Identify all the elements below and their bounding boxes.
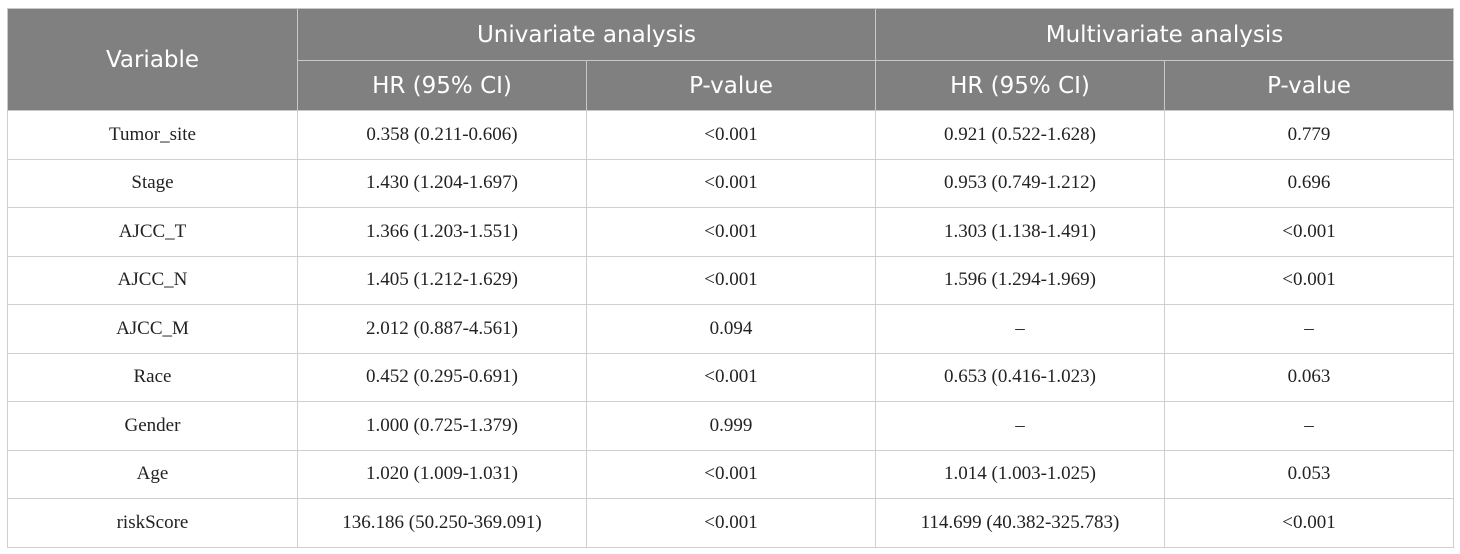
table-row: Gender 1.000 (0.725-1.379) 0.999– – [7,401,1454,451]
value-cell: 1.405 (1.212-1.629) [297,255,587,305]
value-cell: 1.020 (1.009-1.031) [297,449,587,499]
value-cell: <0.001 [586,255,876,305]
value-cell: <0.001 [586,207,876,257]
value-cell: <0.001 [586,352,876,402]
table-row: Tumor_site 0.358 (0.211-0.606) <0.001 0.921… [7,110,1454,160]
header-cell: HR (95% CI) [875,60,1165,111]
table-row: AJCC_N 1.405 (1.212-1.629) <0.001 1.596 (1.… [7,255,1454,305]
header-cell: P-value [1164,60,1454,111]
value-cell: <0.001 [586,110,876,160]
variable-cell: AJCC_N [7,255,298,305]
variable-cell: Race [7,352,298,402]
table-body: Tumor_site 0.358 (0.211-0.606) <0.001 0.921… [7,110,1454,548]
value-cell: 0.779 [1164,110,1454,160]
table-row: Race 0.452 (0.295-0.691) <0.001 0.653 (0.41… [7,352,1454,402]
table-row: AJCC_M 2.012 (0.887-4.561) 0.094– – [7,304,1454,354]
value-cell: 0.452 (0.295-0.691) [297,352,587,402]
value-cell: 0.953 (0.749-1.212) [875,158,1165,208]
variable-cell: AJCC_M [7,304,298,354]
value-cell: <0.001 [586,449,876,499]
value-cell: 1.014 (1.003-1.025) [875,449,1165,499]
header-row: HR (95% CI) P-value HR (95% CI) P-value [8,60,1454,111]
value-cell: – [1164,401,1454,451]
value-cell: 0.358 (0.211-0.606) [297,110,587,160]
value-cell: 114.699 (40.382-325.783) [875,498,1165,548]
variable-cell: AJCC_T [7,207,298,257]
table-header: Variable Univariate analysis Multivariat… [7,8,1454,111]
value-cell: 0.094 [586,304,876,354]
value-cell: 0.063 [1164,352,1454,402]
results-table: Variable Univariate analysis Multivariat… [7,8,1454,548]
header-cell: HR (95% CI) [297,60,587,111]
value-cell: 1.366 (1.203-1.551) [297,207,587,257]
value-cell: 136.186 (50.250-369.091) [297,498,587,548]
variable-cell: Tumor_site [7,110,298,160]
value-cell: 1.000 (0.725-1.379) [297,401,587,451]
value-cell: 0.653 (0.416-1.023) [875,352,1165,402]
value-cell: <0.001 [1164,207,1454,257]
value-cell: <0.001 [1164,255,1454,305]
value-cell: <0.001 [586,498,876,548]
table-row: Age 1.020 (1.009-1.031) <0.001 1.014 (1.003… [7,449,1454,499]
table-row: AJCC_T 1.366 (1.203-1.551) <0.001 1.303 (1.… [7,207,1454,257]
group-header: Univariate analysis [297,8,876,61]
value-cell: 0.921 (0.522-1.628) [875,110,1165,160]
value-cell: 0.053 [1164,449,1454,499]
value-cell: 0.696 [1164,158,1454,208]
group-header: Multivariate analysis [875,8,1454,61]
header-row: Variable Univariate analysis Multivariat… [7,8,1454,111]
header-cell: P-value [586,60,876,111]
value-cell: – [875,304,1165,354]
variable-cell: Stage [7,158,298,208]
value-cell: – [875,401,1165,451]
value-cell: <0.001 [1164,498,1454,548]
table-row: Stage 1.430 (1.204-1.697) <0.001 0.953 (0.7… [7,158,1454,208]
value-cell: <0.001 [586,158,876,208]
value-cell: 0.999 [586,401,876,451]
value-cell: 1.430 (1.204-1.697) [297,158,587,208]
variable-cell: Gender [7,401,298,451]
variable-cell: Age [7,449,298,499]
value-cell: 1.303 (1.138-1.491) [875,207,1165,257]
value-cell: – [1164,304,1454,354]
value-cell: 2.012 (0.887-4.561) [297,304,587,354]
table-row: riskScore 136.186 (50.250-369.091) <0.001 1… [7,498,1454,548]
variable-cell: riskScore [7,498,298,548]
value-cell: 1.596 (1.294-1.969) [875,255,1165,305]
header-cell: Variable [7,8,298,111]
